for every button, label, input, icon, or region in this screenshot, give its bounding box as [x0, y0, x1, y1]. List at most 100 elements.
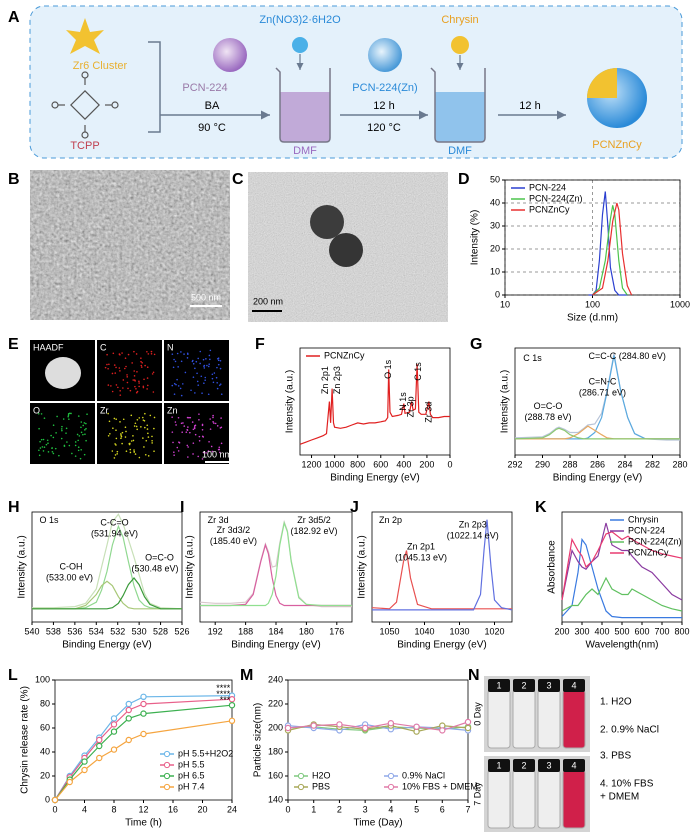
data-point: [439, 727, 446, 734]
scheme-label: BA: [205, 100, 220, 112]
x-tick-label: 290: [535, 459, 550, 469]
legend-marker: [297, 783, 305, 791]
eds-dot: [141, 362, 143, 364]
series-line: [561, 537, 682, 619]
y-axis-label: Intensity (a.u.): [185, 535, 196, 598]
data-point: [228, 696, 236, 703]
photo-legend: + DMEM: [600, 792, 639, 803]
annotation: Zr 3d3/2: [217, 525, 251, 535]
eds-dot: [194, 433, 197, 436]
plot-frame: [31, 511, 183, 623]
eds-dot: [177, 416, 180, 419]
eds-dot: [131, 362, 133, 364]
bracket: [148, 41, 161, 133]
eds-dot: [198, 435, 201, 438]
eds-dot: [113, 364, 116, 366]
eds-dot: [194, 392, 196, 394]
data-point: [125, 706, 132, 714]
pcn224-icon: [213, 38, 247, 72]
eds-dot: [74, 455, 77, 457]
data-point: [228, 702, 236, 709]
data-point: [387, 720, 395, 727]
eds-dot: [182, 422, 184, 424]
tcpp-icon: [51, 71, 119, 139]
eds-dot: [153, 427, 155, 430]
eds-dot: [218, 448, 221, 451]
eds-dot: [151, 442, 153, 444]
eds-dot: [68, 412, 71, 415]
eds-dot: [117, 386, 119, 389]
eds-dot: [65, 432, 67, 434]
eds-dot: [217, 363, 220, 366]
eds-dot: [55, 432, 57, 434]
scheme-label: 90 °C: [198, 122, 226, 134]
eds-dot: [61, 425, 63, 428]
eds-dot: [219, 367, 222, 370]
vial: [512, 769, 536, 829]
eds-maps: HAADF C N O Zr Zn 100 nm: [30, 340, 232, 464]
eds-dot: [124, 357, 127, 359]
panel-label: M: [240, 667, 253, 684]
eds-dot: [56, 415, 58, 418]
eds-dot: [120, 434, 122, 436]
eds-dot: [77, 446, 80, 449]
eds-dot: [152, 391, 155, 393]
eds-dot: [220, 426, 223, 429]
data-point: [464, 718, 472, 726]
eds-dot: [208, 363, 210, 365]
legend-label: PCN-224(Zn): [628, 536, 682, 546]
eds-dot: [119, 421, 121, 423]
eds-dot: [207, 365, 210, 368]
series-line: [287, 721, 469, 732]
vial-cap: [538, 679, 560, 692]
x-tick-label: 3: [363, 804, 368, 814]
eds-dot: [122, 418, 125, 421]
eds-dot: [60, 437, 63, 440]
annotation: C-OH: [60, 561, 83, 571]
data-point: [284, 724, 292, 732]
eds-dot: [140, 366, 143, 368]
eds-dot: [174, 360, 177, 363]
eds-dot: [52, 436, 55, 439]
annotation: Zr 3d: [208, 515, 229, 525]
eds-dot: [147, 455, 150, 457]
eds-dot: [125, 430, 127, 433]
eds-dot: [146, 377, 149, 379]
eds-dot: [202, 451, 205, 454]
eds-dot: [153, 416, 156, 419]
x-axis-label: Binding Energy (eV): [231, 640, 321, 651]
annotation: Zn 2p1: [407, 542, 435, 552]
eds-dot: [38, 449, 40, 452]
panel-label: F: [255, 336, 265, 353]
eds-dot: [209, 418, 211, 420]
photo-legend: 2. 0.9% NaCl: [600, 725, 659, 736]
eds-dot: [51, 451, 54, 453]
eds-dot: [183, 353, 185, 355]
eds-dot: [201, 435, 204, 438]
eds-dot: [132, 379, 135, 381]
data-point: [81, 766, 88, 774]
eds-dot: [208, 440, 210, 443]
eds-dot: [42, 438, 45, 441]
eds-dot: [187, 426, 189, 428]
scheme-label: 120 °C: [367, 122, 401, 134]
y-axis-label: Absorbance: [547, 540, 558, 594]
x-tick-label: 538: [46, 626, 61, 636]
eds-dot: [47, 442, 49, 445]
eds-dot: [175, 383, 177, 386]
zn-salt-icon: [292, 37, 308, 53]
annotation: (286.71 eV): [579, 387, 626, 397]
eds-dot: [42, 450, 45, 452]
eds-dot: [143, 446, 145, 448]
y-tick-label: 10: [490, 266, 500, 276]
eds-dot: [146, 388, 148, 390]
vial-number: 2: [521, 680, 526, 690]
eds-dot: [124, 436, 127, 438]
scheme-label: DMF: [293, 145, 317, 157]
data-point: [140, 730, 147, 738]
eds-dot: [127, 387, 129, 390]
series-line: [371, 550, 512, 610]
x-tick-label: 540: [24, 626, 39, 636]
eds-dot: [201, 428, 204, 431]
eds-dot: [172, 366, 175, 369]
